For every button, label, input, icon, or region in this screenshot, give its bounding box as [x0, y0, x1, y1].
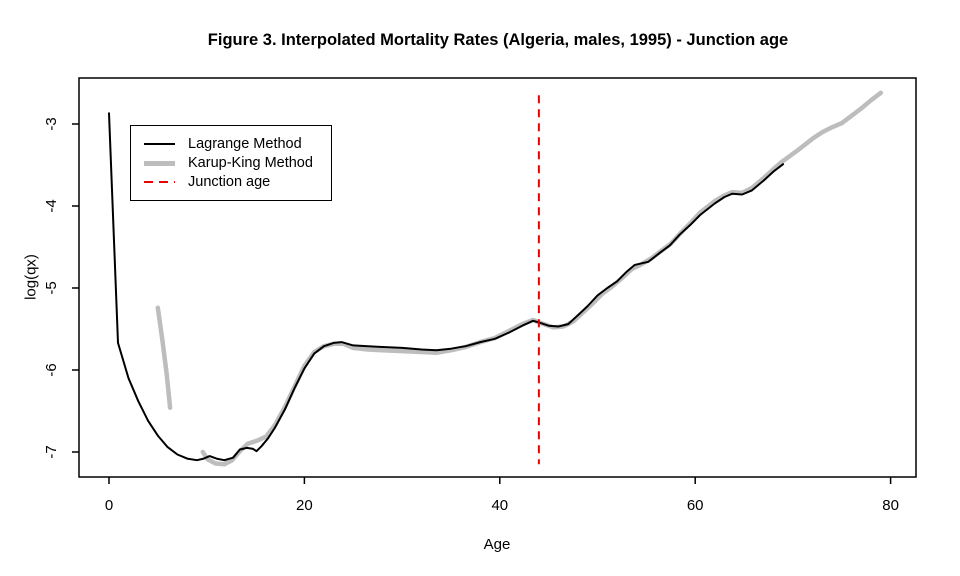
- legend-label: Junction age: [188, 174, 271, 190]
- chart-title: Figure 3. Interpolated Mortality Rates (…: [207, 31, 789, 49]
- legend-item-karup-king: Karup-King Method: [144, 154, 331, 173]
- x-tick-label: 0: [105, 497, 113, 514]
- lagrange-method-curve: [108, 112, 785, 462]
- legend-item-lagrange: Lagrange Method: [144, 135, 331, 154]
- x-axis-title: Age: [483, 536, 511, 553]
- lagrange-line-sample: [144, 143, 175, 145]
- y-tick-label: -4: [43, 199, 60, 212]
- karup-king-line-sample: [144, 160, 175, 166]
- legend-label: Karup-King Method: [188, 155, 313, 171]
- plot-border: [78, 77, 917, 478]
- legend-item-junction-age: Junction age: [144, 173, 331, 192]
- x-tick-label: 20: [296, 497, 313, 514]
- x-tick-label: 40: [491, 497, 508, 514]
- legend-label: Lagrange Method: [188, 136, 302, 152]
- y-tick-label: -7: [43, 445, 60, 458]
- x-tick-label: 80: [882, 497, 899, 514]
- junction-age-line-sample: [144, 181, 175, 183]
- legend: Lagrange Method Karup-King Method Juncti…: [130, 125, 332, 201]
- y-tick-label: -6: [43, 363, 60, 376]
- y-tick-label: -3: [43, 117, 60, 130]
- y-tick-label: -5: [43, 281, 60, 294]
- x-tick-label: 60: [687, 497, 704, 514]
- karup-king-method-curve: [155, 305, 173, 410]
